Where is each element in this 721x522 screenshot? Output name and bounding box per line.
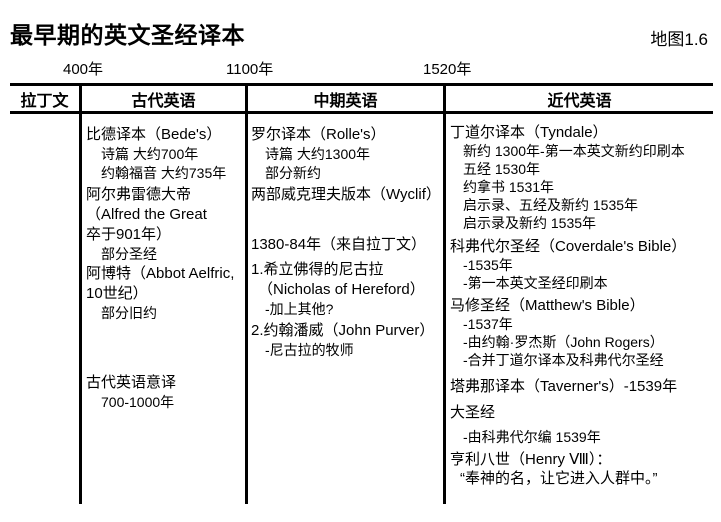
entry-line: 两部威克理夫版本（Wyclif） [251, 186, 441, 203]
entry-line: 诗篇 大约700年 [101, 146, 199, 162]
entry-line: 大圣经 [450, 404, 496, 421]
entry-line: 古代英语意译 [86, 374, 177, 391]
column-old-english: 比德译本（Bede's） 诗篇 大约700年 约翰福音 大约735年 阿尔弗雷德… [86, 120, 246, 412]
column-divider-2 [245, 114, 248, 504]
timeline-year-1520: 1520年 [423, 61, 472, 78]
entry-line: 2.约翰潘威（John Purver） [251, 322, 435, 339]
entry-line: 700-1000年 [101, 394, 175, 410]
entry-line: -合并丁道尔译本及科弗代尔圣经 [463, 352, 664, 368]
entry-line: （Alfred the Great [86, 206, 207, 223]
entry-line: 阿博特（Abbot Aelfric, [86, 265, 235, 282]
entry-line: 阿尔弗雷德大帝 [86, 186, 192, 203]
entry-line: 部分圣经 [101, 246, 157, 262]
entry-line: -1535年 [463, 257, 513, 273]
header-cell-modern-english: 近代英语 [443, 86, 713, 111]
entry-line: 马修圣经（Matthew's Bible） [450, 297, 645, 314]
entry-line: -由约翰·罗杰斯（John Rogers） [463, 334, 664, 350]
entry-line: 卒于901年） [86, 226, 172, 243]
header-cell-latin: 拉丁文 [20, 92, 69, 110]
entry-line: 科弗代尔圣经（Coverdale's Bible） [450, 238, 687, 255]
entry-line: 启示录、五经及新约 1535年 [463, 197, 639, 213]
entry-line: 塔弗那译本（Taverner's）-1539年 [450, 378, 678, 395]
entry-line: 新约 1300年-第一本英文新约印刷本 [463, 143, 685, 159]
entry-line: 1380-84年（来自拉丁文） [251, 236, 427, 253]
entry-line: 罗尔译本（Rolle's） [251, 126, 386, 143]
entry-line: 亨利八世（Henry Ⅷ）： [450, 451, 612, 468]
header-cell-old-english: 古代英语 [79, 86, 245, 111]
column-divider-1 [79, 114, 82, 504]
column-modern-english: 丁道尔译本（Tyndale） 新约 1300年-第一本英文新约印刷本 五经 15… [450, 118, 713, 488]
entry-line: “奉神的名，让它进入人群中。” [460, 470, 658, 487]
entry-line: （Nicholas of Hereford） [258, 281, 425, 298]
table-header-row: 拉丁文 古代英语 中期英语 近代英语 [10, 83, 713, 114]
entry-line: 启示录及新约 1535年 [463, 215, 597, 231]
timeline-year-400: 400年 [63, 61, 104, 78]
entry-line: -由科弗代尔编 1539年 [463, 429, 601, 445]
entry-line: 约翰福音 大约735年 [101, 165, 227, 181]
entry-line: 约拿书 1531年 [463, 179, 555, 195]
entry-line: -尼古拉的牧师 [265, 342, 354, 358]
entry-line: 部分旧约 [101, 305, 157, 321]
entry-line: 比德译本（Bede's） [86, 126, 222, 143]
map-number-label: 地图1.6 [650, 30, 708, 49]
page-title: 最早期的英文圣经译本 [10, 22, 245, 48]
entry-line: -第一本英文圣经印刷本 [463, 275, 608, 291]
column-divider-3 [443, 114, 446, 504]
timeline-year-1100: 1100年 [226, 61, 274, 78]
entry-line: 诗篇 大约1300年 [265, 146, 371, 162]
entry-line: -加上其他? [265, 301, 334, 317]
entry-line: 1.希立佛得的尼古拉 [251, 261, 384, 278]
entry-line: 五经 1530年 [463, 161, 541, 177]
column-middle-english: 罗尔译本（Rolle's） 诗篇 大约1300年 部分新约 两部威克理夫版本（W… [251, 120, 445, 360]
entry-line: 丁道尔译本（Tyndale） [450, 124, 608, 141]
entry-line: 部分新约 [265, 165, 321, 181]
entry-line: -1537年 [463, 316, 513, 332]
header-cell-middle-english: 中期英语 [245, 86, 443, 111]
entry-line: 10世纪） [86, 285, 148, 302]
